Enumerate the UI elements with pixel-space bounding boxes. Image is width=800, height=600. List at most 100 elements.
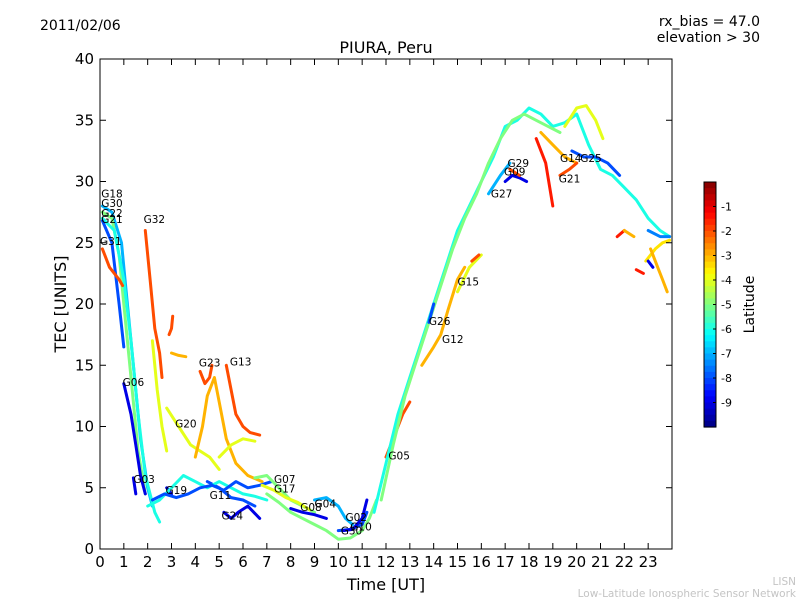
colorbar-segment — [704, 365, 716, 373]
satellite-label-g06: G06 — [123, 377, 145, 389]
footer-org-short: LISN — [772, 576, 796, 588]
x-tick-label: 11 — [353, 553, 372, 571]
satellite-label-g31: G31 — [100, 236, 122, 248]
series-31 — [427, 302, 436, 324]
satellite-label-g15: G15 — [458, 277, 480, 289]
series-37 — [508, 167, 521, 177]
satellite-label-g30: G30 — [341, 525, 363, 537]
x-tick-label: 18 — [519, 553, 538, 571]
series-44 — [622, 229, 636, 239]
colorbar-segment — [704, 402, 716, 410]
x-tick-label: 0 — [95, 553, 105, 571]
colorbar-segment — [704, 341, 716, 348]
satellite-label-g13: G13 — [230, 356, 252, 368]
elevation-label: elevation > 30 — [656, 30, 760, 46]
satellite-label-g03: G03 — [133, 474, 155, 486]
x-tick-label: 8 — [286, 553, 296, 571]
colorbar-segment — [704, 310, 716, 318]
satellite-label-g29: G29 — [508, 158, 530, 170]
x-tick-label: 10 — [329, 553, 348, 571]
colorbar-segment — [704, 267, 716, 275]
colorbar-segment — [704, 188, 716, 195]
series-40 — [570, 149, 622, 177]
series-32 — [420, 265, 467, 367]
series-36 — [503, 173, 529, 183]
x-tick-label: 5 — [214, 553, 224, 571]
footer-org-long: Low-Latitude Ionospheric Sensor Network — [577, 588, 796, 600]
colorbar-segment — [704, 347, 716, 355]
x-tick-label: 14 — [424, 553, 443, 571]
series-12 — [165, 406, 221, 471]
series-45 — [634, 268, 645, 275]
colorbar-segment — [704, 408, 716, 416]
colorbar-segment — [704, 390, 716, 397]
y-tick-label: 30 — [75, 173, 94, 191]
satellite-label-g24: G24 — [222, 511, 244, 523]
series-14 — [198, 363, 214, 386]
series-11 — [170, 351, 188, 359]
satellite-label-g23: G23 — [199, 357, 221, 369]
satellite-label-g14: G14 — [560, 153, 582, 165]
colorbar-segment — [704, 218, 716, 226]
colorbar-tick-label: -6 — [721, 323, 732, 336]
satellite-label-g22: G22 — [101, 208, 123, 220]
colorbar-tick-label: -2 — [721, 225, 732, 238]
x-tick-label: 1 — [119, 553, 129, 571]
series-34 — [470, 253, 481, 263]
series-49 — [646, 229, 672, 239]
y-tick-label: 5 — [84, 479, 94, 497]
colorbar-tick-label: -8 — [721, 372, 732, 385]
colorbar-segment — [704, 359, 716, 367]
colorbar-segment — [704, 316, 716, 324]
series-20 — [150, 480, 274, 502]
series-5 — [143, 229, 164, 379]
series-48 — [646, 259, 655, 269]
satellite-label-g30: G30 — [101, 198, 123, 210]
series-41 — [558, 161, 579, 177]
satellite-label-g25: G25 — [580, 153, 602, 165]
colorbar-segment — [704, 396, 716, 404]
series-23 — [289, 507, 328, 520]
y-tick-label: 10 — [75, 418, 94, 436]
series-38 — [539, 131, 579, 165]
x-tick-label: 19 — [543, 553, 562, 571]
colorbar-segment — [704, 335, 716, 342]
satellite-label-g05: G05 — [388, 451, 410, 463]
series-8 — [131, 476, 138, 496]
colorbar-segment — [704, 298, 716, 306]
colorbar-tick-label: -5 — [721, 299, 732, 312]
colorbar-segment — [704, 212, 716, 220]
satellite-label-g32: G32 — [144, 214, 166, 226]
series-10 — [167, 314, 175, 337]
series-43 — [615, 229, 626, 239]
x-axis-label: Time [UT] — [346, 575, 425, 594]
rx-bias-label: rx_bias = 47.0 — [658, 14, 760, 30]
colorbar-segment — [704, 353, 716, 361]
colorbar-segment — [704, 261, 716, 269]
chart-title: PIURA, Peru — [339, 38, 432, 57]
colorbar-segment — [704, 304, 716, 312]
x-tick-label: 9 — [310, 553, 320, 571]
y-axis-label: TEC [UNITS] — [51, 256, 70, 354]
series-13 — [193, 376, 264, 484]
colorbar-segment — [704, 329, 716, 336]
series-16 — [217, 437, 257, 459]
colorbar-segment — [704, 249, 716, 257]
x-tick-label: 20 — [567, 553, 586, 571]
colorbar-segment — [704, 280, 716, 287]
series-15 — [224, 363, 262, 437]
colorbar-segment — [704, 224, 716, 232]
colorbar-segment — [704, 322, 716, 330]
x-tick-label: 4 — [191, 553, 201, 571]
colorbar-segment — [704, 200, 716, 208]
x-tick-label: 21 — [591, 553, 610, 571]
satellite-label-g21: G21 — [101, 214, 123, 226]
colorbar-tick-label: -1 — [721, 201, 732, 214]
colorbar-tick-label: -3 — [721, 250, 732, 263]
x-tick-label: 22 — [615, 553, 634, 571]
colorbar-segment — [704, 286, 716, 293]
colorbar-tick-label: -4 — [721, 274, 732, 287]
satellite-label-g10: G10 — [350, 522, 372, 534]
colorbar-segment — [704, 384, 716, 391]
